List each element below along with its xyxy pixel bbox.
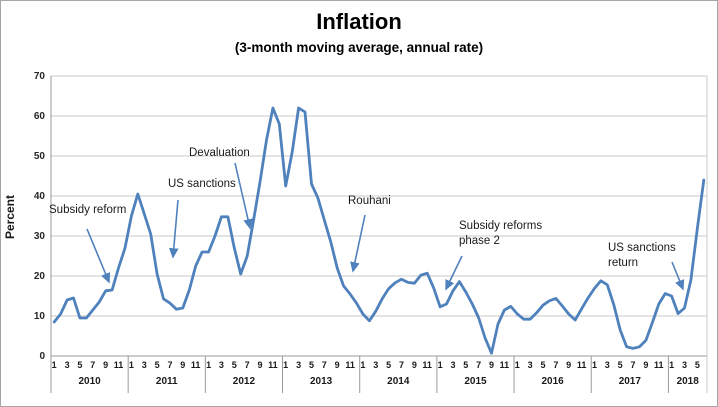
annotation-devaluation: Devaluation bbox=[189, 147, 250, 159]
inflation-line bbox=[52, 106, 706, 355]
x-year-label-2010: 2010 bbox=[78, 376, 101, 387]
x-year-label-2018: 2018 bbox=[676, 376, 699, 387]
x-month-label: 9 bbox=[643, 360, 649, 370]
annotation-us-sanctions: US sanctions bbox=[168, 178, 236, 190]
annotation-subsidy-reforms-phase-2: Subsidy reforms phase 2 bbox=[459, 220, 543, 247]
x-month-label: 11 bbox=[654, 360, 664, 370]
x-year-label-2015: 2015 bbox=[464, 376, 487, 387]
x-month-label: 11 bbox=[345, 360, 355, 370]
subsidy-reform-arrow bbox=[86, 228, 111, 284]
x-month-label: 7 bbox=[321, 360, 327, 370]
subsidy-reforms-phase-2-arrow bbox=[445, 255, 463, 291]
x-year-label-2014: 2014 bbox=[387, 376, 410, 387]
x-month-label: 3 bbox=[604, 360, 610, 370]
x-month-label: 1 bbox=[514, 360, 520, 370]
x-month-label: 9 bbox=[180, 360, 186, 370]
x-month-label: 1 bbox=[669, 360, 675, 370]
us-sanctions-arrow bbox=[168, 199, 179, 259]
us-sanctions-return-arrow bbox=[671, 261, 685, 291]
y-tick-label-30: 30 bbox=[33, 230, 45, 242]
x-month-label: 3 bbox=[681, 360, 687, 370]
x-month-label: 11 bbox=[422, 360, 432, 370]
x-month-label: 9 bbox=[257, 360, 263, 370]
x-month-label: 3 bbox=[64, 360, 70, 370]
y-tick-label-70: 70 bbox=[33, 70, 45, 82]
x-month-label: 9 bbox=[103, 360, 109, 370]
x-month-label: 1 bbox=[360, 360, 366, 370]
x-month-label: 5 bbox=[540, 360, 546, 370]
annotation-us-sanctions-return: US sanctions return bbox=[608, 242, 676, 269]
x-month-label: 5 bbox=[154, 360, 160, 370]
y-tick-label-20: 20 bbox=[33, 270, 45, 282]
x-month-label: 11 bbox=[499, 360, 510, 370]
rouhani-arrow bbox=[350, 214, 366, 273]
x-year-label-2017: 2017 bbox=[618, 376, 641, 387]
x-month-label: 7 bbox=[476, 360, 482, 370]
x-month-label: 7 bbox=[244, 360, 250, 370]
x-year-label-2012: 2012 bbox=[232, 376, 256, 387]
x-month-label: 7 bbox=[630, 360, 636, 370]
x-month-label: 7 bbox=[398, 360, 404, 370]
x-month-label: 1 bbox=[128, 360, 134, 370]
x-month-label: 5 bbox=[386, 360, 392, 370]
x-month-label: 1 bbox=[206, 360, 212, 370]
x-month-label: 5 bbox=[694, 360, 700, 370]
x-month-label: 1 bbox=[591, 360, 597, 370]
y-tick-label-10: 10 bbox=[33, 310, 45, 322]
x-month-label: 9 bbox=[334, 360, 340, 370]
x-year-label-2013: 2013 bbox=[309, 376, 333, 387]
y-axis-title: Percent bbox=[3, 194, 17, 240]
chart-title: Inflation bbox=[316, 9, 402, 34]
annotation-subsidy-reform: Subsidy reform bbox=[49, 204, 127, 216]
y-tick-label-60: 60 bbox=[33, 110, 45, 122]
x-month-label: 5 bbox=[617, 360, 623, 370]
x-month-label: 5 bbox=[463, 360, 469, 370]
x-month-label: 9 bbox=[488, 360, 494, 370]
x-month-label: 3 bbox=[450, 360, 456, 370]
x-month-label: 1 bbox=[437, 360, 443, 370]
x-month-label: 7 bbox=[167, 360, 173, 370]
x-year-label-2016: 2016 bbox=[541, 376, 564, 387]
x-month-label: 3 bbox=[373, 360, 379, 370]
x-month-label: 1 bbox=[51, 360, 57, 370]
x-month-label: 5 bbox=[231, 360, 237, 370]
x-month-label: 3 bbox=[296, 360, 302, 370]
y-tick-label-40: 40 bbox=[33, 190, 45, 202]
x-month-label: 3 bbox=[527, 360, 533, 370]
devaluation-arrow bbox=[234, 162, 253, 230]
x-month-label: 5 bbox=[308, 360, 314, 370]
x-month-label: 11 bbox=[268, 360, 278, 370]
x-month-label: 7 bbox=[553, 360, 559, 370]
y-tick-label-50: 50 bbox=[33, 150, 45, 162]
x-month-label: 7 bbox=[90, 360, 96, 370]
x-month-label: 9 bbox=[411, 360, 417, 370]
x-month-label: 11 bbox=[576, 360, 587, 370]
y-tick-label-0: 0 bbox=[39, 350, 45, 362]
chart-subtitle: (3-month moving average, annual rate) bbox=[234, 40, 484, 55]
x-month-label: 1 bbox=[283, 360, 289, 370]
x-year-label-2011: 2011 bbox=[155, 376, 178, 387]
x-month-label: 3 bbox=[218, 360, 224, 370]
x-month-label: 3 bbox=[141, 360, 147, 370]
x-month-label: 9 bbox=[566, 360, 572, 370]
x-month-label: 11 bbox=[113, 360, 124, 370]
x-month-label: 5 bbox=[77, 360, 83, 370]
x-month-label: 11 bbox=[190, 360, 201, 370]
annotation-rouhani: Rouhani bbox=[348, 195, 391, 207]
